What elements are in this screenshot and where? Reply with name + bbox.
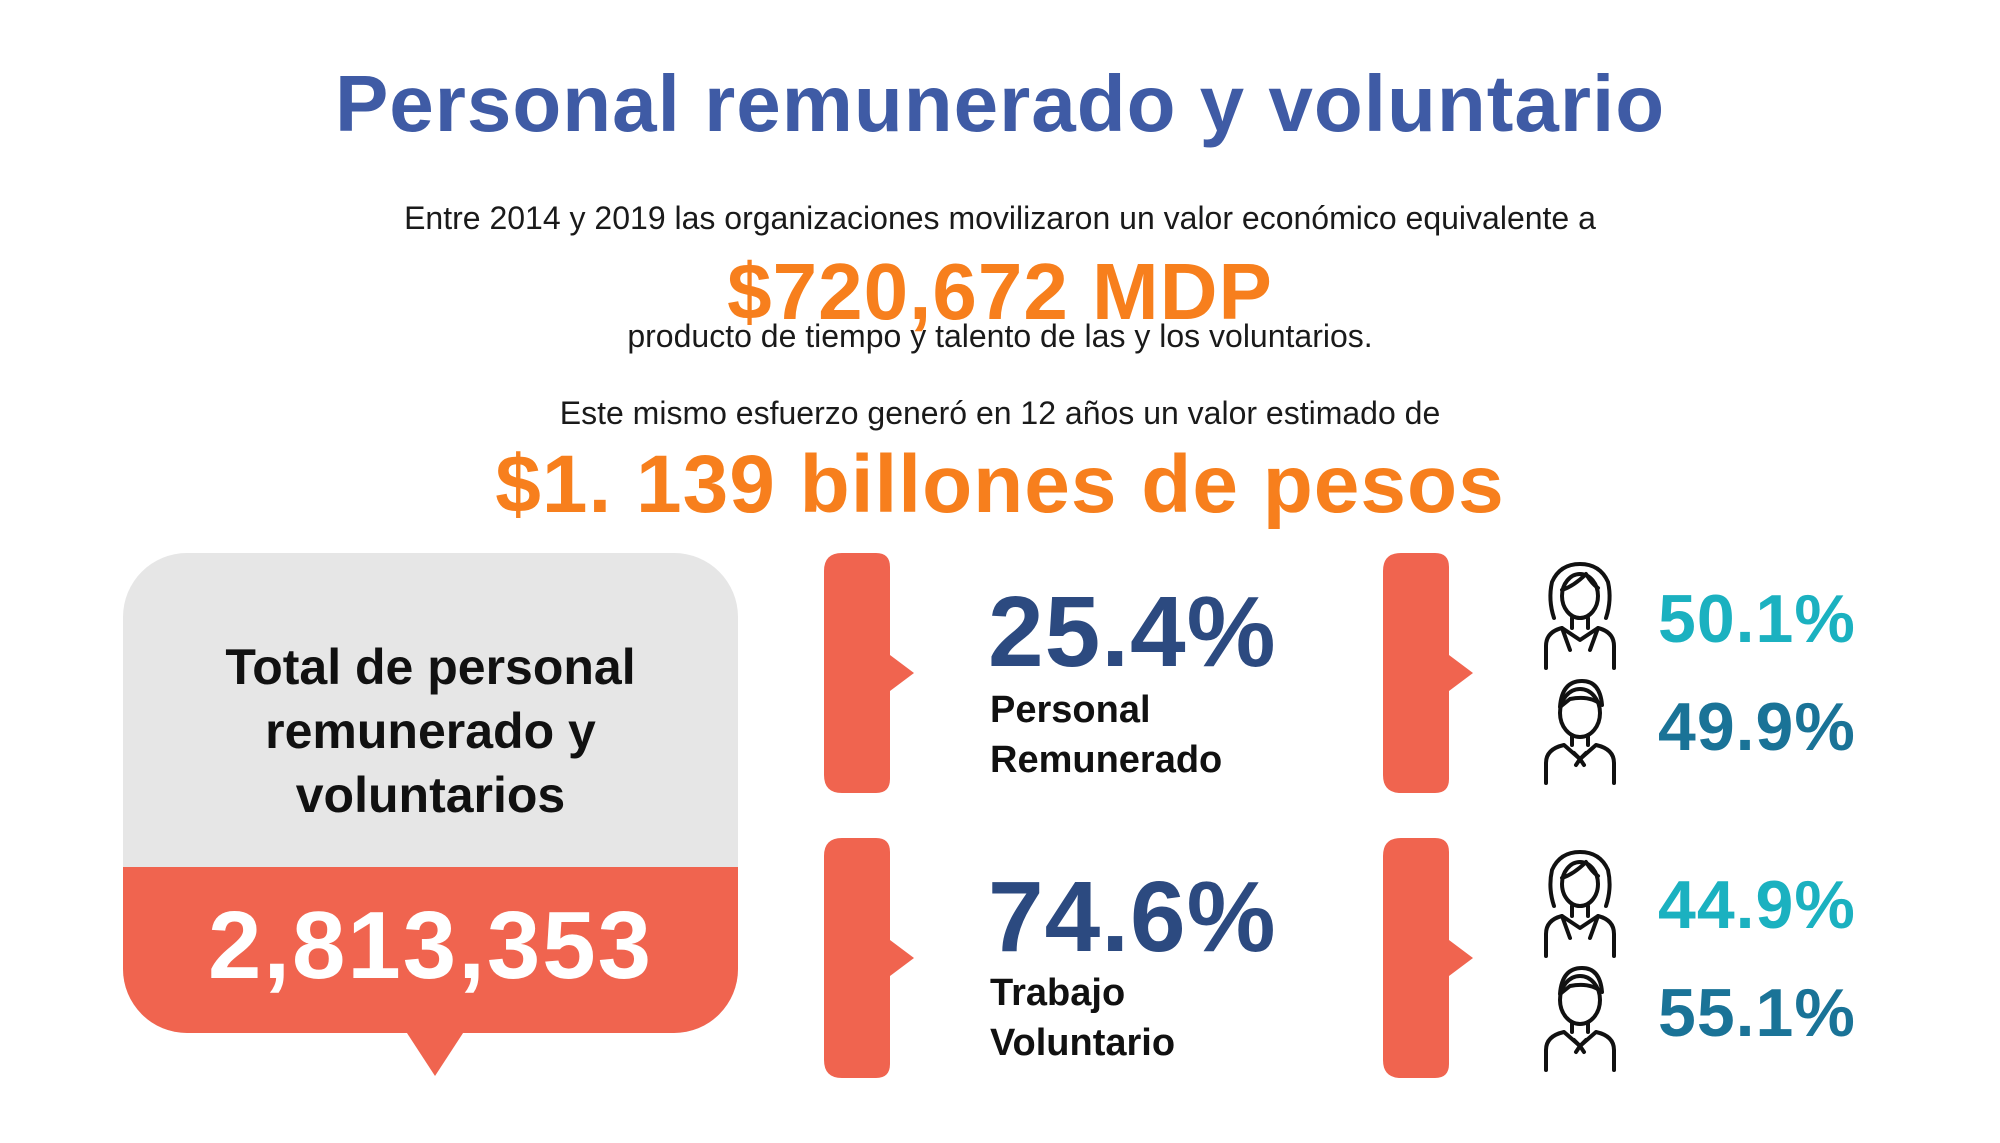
economic-value-highlight: $720,672 MDP bbox=[727, 247, 1273, 336]
woman-icon bbox=[1544, 562, 1616, 670]
total-label-line: remunerado y bbox=[265, 703, 596, 759]
voluntario-women-percentage: 44.9% bbox=[1658, 867, 1856, 943]
man-icon bbox=[1544, 679, 1616, 785]
voluntario-men-percentage: 55.1% bbox=[1658, 975, 1856, 1051]
total-label-line: voluntarios bbox=[295, 767, 566, 823]
total-personnel-label: Total de personal remunerado y voluntari… bbox=[123, 635, 738, 827]
page-title: Personal remunerado y voluntario bbox=[334, 59, 1666, 148]
intro-text-line-1: Entre 2014 y 2019 las organizaciones mov… bbox=[404, 200, 1596, 236]
voluntario-label-line: Trabajo bbox=[990, 972, 1126, 1014]
bracket-left-voluntario bbox=[824, 838, 914, 1078]
bracket-right-remunerado bbox=[1383, 553, 1473, 793]
remunerado-label-line: Personal bbox=[990, 689, 1151, 731]
total-label-line: Total de personal bbox=[225, 639, 636, 695]
total-value-panel: 2,813,353 bbox=[123, 867, 738, 1033]
card-pointer-tail bbox=[405, 1030, 465, 1076]
woman-icon bbox=[1544, 850, 1616, 958]
voluntario-label-line: Voluntario bbox=[990, 1022, 1176, 1064]
intro-text-line-3: Este mismo esfuerzo generó en 12 años un… bbox=[559, 395, 1441, 431]
bracket-right-voluntario bbox=[1383, 838, 1473, 1078]
remunerado-percentage: 25.4% bbox=[988, 576, 1277, 688]
remunerado-label: Personal Remunerado bbox=[990, 685, 1222, 785]
voluntario-label: Trabajo Voluntario bbox=[990, 968, 1175, 1068]
bracket-left-remunerado bbox=[824, 553, 914, 793]
remunerado-men-percentage: 49.9% bbox=[1658, 689, 1856, 765]
intro-text-line-2: producto de tiempo y talento de las y lo… bbox=[627, 318, 1373, 354]
voluntario-percentage: 74.6% bbox=[988, 861, 1277, 973]
total-personnel-card: Total de personal remunerado y voluntari… bbox=[123, 553, 738, 1033]
estimated-value-highlight: $1. 139 billones de pesos bbox=[495, 439, 1505, 530]
remunerado-women-percentage: 50.1% bbox=[1658, 581, 1856, 657]
remunerado-label-line: Remunerado bbox=[990, 739, 1223, 781]
man-icon bbox=[1544, 966, 1616, 1072]
total-personnel-value: 2,813,353 bbox=[207, 892, 654, 999]
